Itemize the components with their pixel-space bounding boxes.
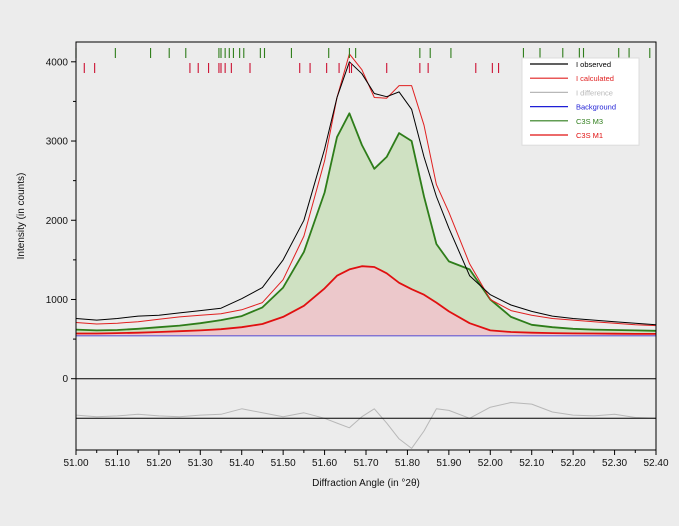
c3s-m3-fill <box>76 113 656 336</box>
series-i-observed <box>75 61 657 326</box>
series-c3s-m1 <box>76 265 656 335</box>
series-c3s-m3 <box>75 112 657 332</box>
y-tick-label: 0 <box>62 374 68 385</box>
x-tick-label: 51.40 <box>229 458 254 469</box>
y-tick-label: 2000 <box>46 216 69 227</box>
series-lines <box>75 53 657 449</box>
series-i-calculated <box>75 53 657 327</box>
y-tick-label: 1000 <box>46 295 69 306</box>
x-tick-label: 52.20 <box>561 458 586 469</box>
legend-entry: C3S M3 <box>576 117 603 126</box>
legend: I observed I calculated I difference Backgr… <box>521 57 640 146</box>
axes: 0 1000 2000 3000 4000 51.00 51.10 51.20 51.30 51.… <box>46 41 669 469</box>
legend-entry: C3S M1 <box>576 131 603 140</box>
x-tick-label: 51.90 <box>436 458 461 469</box>
y-tick-label: 3000 <box>46 137 69 148</box>
x-tick-label: 51.20 <box>146 458 171 469</box>
y-tick-label: 4000 <box>46 57 69 68</box>
x-tick-label: 51.00 <box>63 458 88 469</box>
x-tick-label: 52.30 <box>602 458 627 469</box>
series-i-difference <box>75 402 657 449</box>
x-tick-label: 52.00 <box>478 458 503 469</box>
x-tick-label: 51.80 <box>395 458 420 469</box>
x-tick-label: 51.50 <box>271 458 296 469</box>
legend-entry: I calculated <box>576 74 614 83</box>
phase-fills <box>76 113 656 336</box>
x-tick-label: 52.10 <box>519 458 544 469</box>
legend-entry: Background <box>576 103 616 112</box>
c3s-m1-fill <box>76 266 656 336</box>
x-tick-label: 51.30 <box>188 458 213 469</box>
x-tick-label: 51.70 <box>353 458 378 469</box>
x-tick-label: 51.10 <box>105 458 130 469</box>
x-tick-label: 52.40 <box>643 458 668 469</box>
legend-box <box>521 57 640 146</box>
legend-entry: I observed <box>576 60 611 69</box>
x-axis-title: Diffraction Angle (in °2θ) <box>312 478 420 489</box>
x-tick-label: 51.60 <box>312 458 337 469</box>
y-axis-title: Intensity (in counts) <box>16 173 27 260</box>
legend-entry: I difference <box>576 88 613 97</box>
